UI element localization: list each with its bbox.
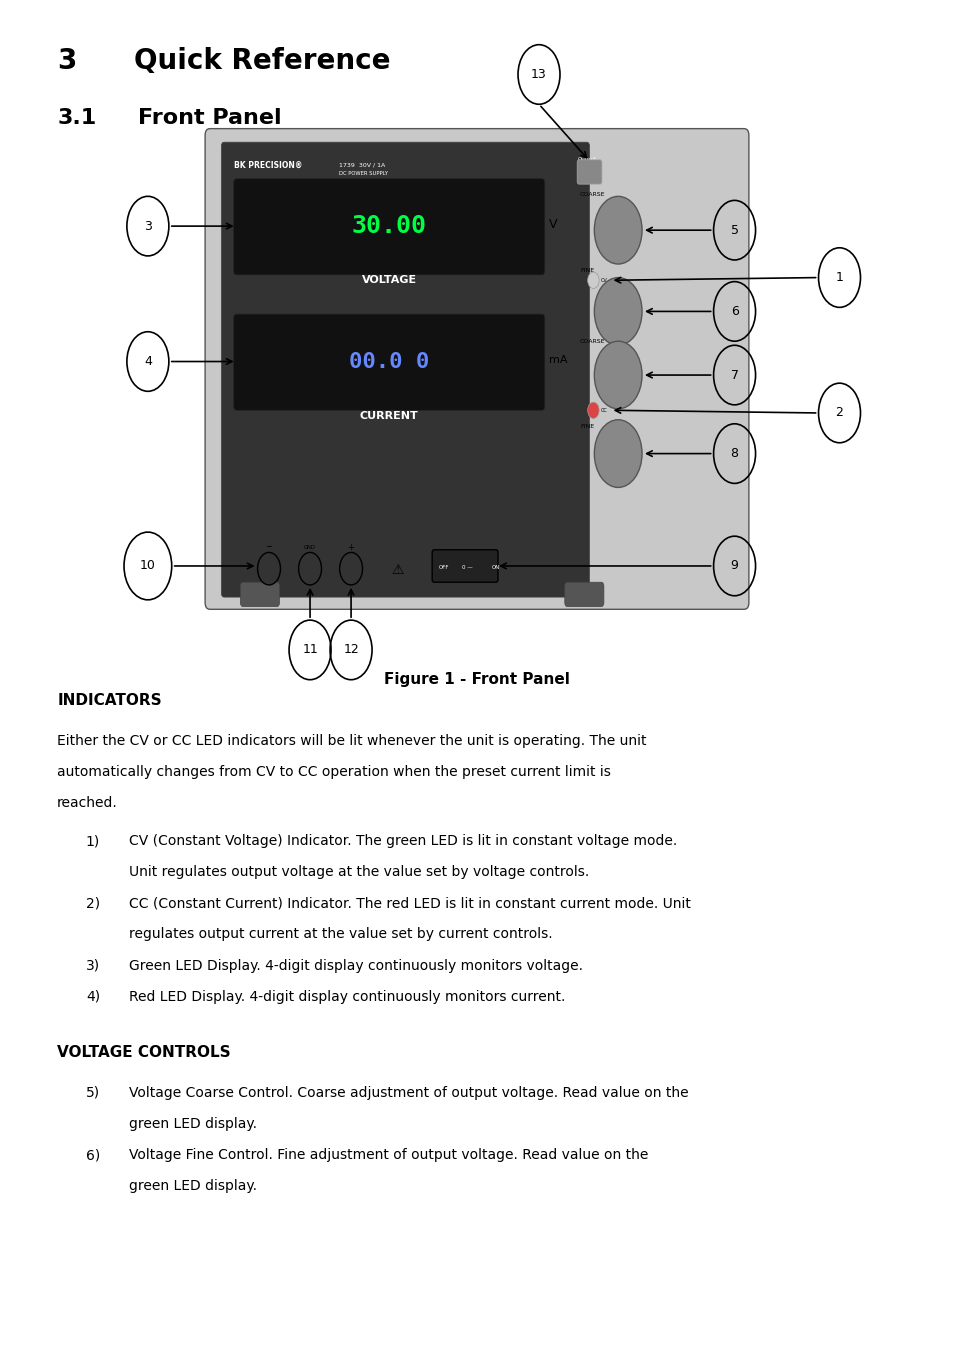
Text: green LED display.: green LED display. (129, 1117, 256, 1131)
Text: 3: 3 (144, 219, 152, 233)
Text: VOLTAGE: VOLTAGE (361, 275, 416, 286)
Text: 3.1: 3.1 (57, 108, 96, 129)
Circle shape (587, 272, 598, 288)
Text: 30.00: 30.00 (352, 214, 426, 238)
Text: 7: 7 (730, 368, 738, 382)
Text: Front Panel: Front Panel (138, 108, 282, 129)
FancyBboxPatch shape (205, 129, 748, 609)
Text: 1739  30V / 1A: 1739 30V / 1A (338, 162, 384, 168)
Text: V: V (548, 218, 557, 232)
Text: Voltage Coarse Control. Coarse adjustment of output voltage. Read value on the: Voltage Coarse Control. Coarse adjustmen… (129, 1086, 688, 1099)
Text: 9: 9 (730, 559, 738, 573)
Text: CC: CC (600, 408, 607, 413)
Text: COARSE: COARSE (579, 338, 605, 344)
Text: −: − (265, 543, 273, 551)
Text: VOLTAGE CONTROLS: VOLTAGE CONTROLS (57, 1045, 231, 1060)
Text: Green LED Display. 4-digit display continuously monitors voltage.: Green LED Display. 4-digit display conti… (129, 959, 582, 972)
Text: 4): 4) (86, 990, 100, 1003)
Circle shape (257, 552, 280, 585)
Circle shape (594, 278, 641, 345)
Circle shape (594, 341, 641, 409)
Text: Output: Output (578, 157, 597, 162)
Circle shape (339, 552, 362, 585)
Text: 5): 5) (86, 1086, 100, 1099)
Text: 1): 1) (86, 834, 100, 848)
Text: INDICATORS: INDICATORS (57, 693, 162, 708)
FancyBboxPatch shape (233, 179, 544, 275)
Text: FINE: FINE (579, 424, 594, 429)
Text: mA: mA (548, 355, 566, 366)
Text: 13: 13 (531, 68, 546, 81)
Text: CV (Constant Voltage) Indicator. The green LED is lit in constant voltage mode.: CV (Constant Voltage) Indicator. The gre… (129, 834, 677, 848)
Text: 12: 12 (343, 643, 358, 657)
Text: 0 —: 0 — (461, 565, 473, 570)
Text: 3: 3 (57, 47, 76, 76)
Circle shape (594, 196, 641, 264)
Text: CC (Constant Current) Indicator. The red LED is lit in constant current mode. Un: CC (Constant Current) Indicator. The red… (129, 896, 690, 910)
Text: ⚠: ⚠ (391, 563, 404, 577)
Text: 2): 2) (86, 896, 100, 910)
Text: reached.: reached. (57, 796, 118, 810)
Text: OFF: OFF (438, 565, 449, 570)
Text: FINE: FINE (579, 268, 594, 274)
Text: 2: 2 (835, 406, 842, 420)
Text: automatically changes from CV to CC operation when the preset current limit is: automatically changes from CV to CC oper… (57, 765, 611, 779)
Text: ON/OFF: ON/OFF (578, 165, 598, 171)
FancyBboxPatch shape (432, 550, 497, 582)
Text: 6: 6 (730, 305, 738, 318)
Text: +: + (347, 543, 355, 551)
Text: 6): 6) (86, 1148, 100, 1162)
Text: Figure 1 - Front Panel: Figure 1 - Front Panel (384, 672, 569, 686)
Text: Red LED Display. 4-digit display continuously monitors current.: Red LED Display. 4-digit display continu… (129, 990, 564, 1003)
Text: 10: 10 (140, 559, 155, 573)
Text: Unit regulates output voltage at the value set by voltage controls.: Unit regulates output voltage at the val… (129, 865, 588, 879)
FancyBboxPatch shape (221, 142, 589, 597)
Text: DC POWER SUPPLY: DC POWER SUPPLY (338, 171, 387, 176)
Text: GND: GND (304, 544, 315, 550)
Circle shape (298, 552, 321, 585)
Text: BK PRECISION®: BK PRECISION® (233, 161, 302, 169)
Text: ON: ON (491, 565, 499, 570)
Text: CV: CV (600, 278, 607, 283)
Circle shape (587, 402, 598, 418)
FancyBboxPatch shape (577, 160, 601, 184)
Text: 8: 8 (730, 447, 738, 460)
FancyBboxPatch shape (564, 582, 603, 607)
Text: CURRENT: CURRENT (359, 410, 418, 421)
Text: Voltage Fine Control. Fine adjustment of output voltage. Read value on the: Voltage Fine Control. Fine adjustment of… (129, 1148, 647, 1162)
Text: 1: 1 (835, 271, 842, 284)
Text: green LED display.: green LED display. (129, 1179, 256, 1193)
Text: Either the CV or CC LED indicators will be lit whenever the unit is operating. T: Either the CV or CC LED indicators will … (57, 734, 646, 747)
Circle shape (594, 420, 641, 487)
Text: 4: 4 (144, 355, 152, 368)
Text: 5: 5 (730, 223, 738, 237)
Text: 00.0 0: 00.0 0 (349, 352, 429, 371)
Text: 11: 11 (302, 643, 317, 657)
FancyBboxPatch shape (240, 582, 279, 607)
Text: Quick Reference: Quick Reference (133, 47, 390, 76)
FancyBboxPatch shape (233, 314, 544, 410)
Text: regulates output current at the value set by current controls.: regulates output current at the value se… (129, 927, 552, 941)
Text: 3): 3) (86, 959, 100, 972)
Text: COARSE: COARSE (579, 192, 605, 198)
